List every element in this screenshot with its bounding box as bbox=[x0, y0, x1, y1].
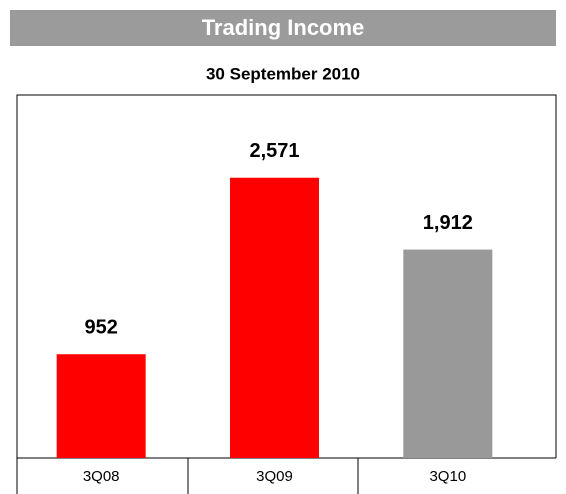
bar bbox=[230, 177, 319, 458]
x-tick-label: 3Q10 bbox=[429, 468, 466, 485]
chart-subtitle: 30 September 2010 bbox=[206, 64, 360, 83]
plot-border bbox=[16, 94, 557, 494]
data-label: 2,571 bbox=[249, 140, 299, 162]
bar bbox=[403, 249, 493, 458]
chart-title: Trading Income bbox=[202, 15, 365, 40]
x-tick-label: 3Q09 bbox=[256, 468, 293, 485]
x-tick-label: 3Q08 bbox=[83, 468, 120, 485]
data-label: 1,912 bbox=[423, 212, 473, 234]
data-label: 952 bbox=[84, 317, 117, 339]
title-banner bbox=[10, 10, 556, 46]
bar bbox=[56, 354, 146, 458]
